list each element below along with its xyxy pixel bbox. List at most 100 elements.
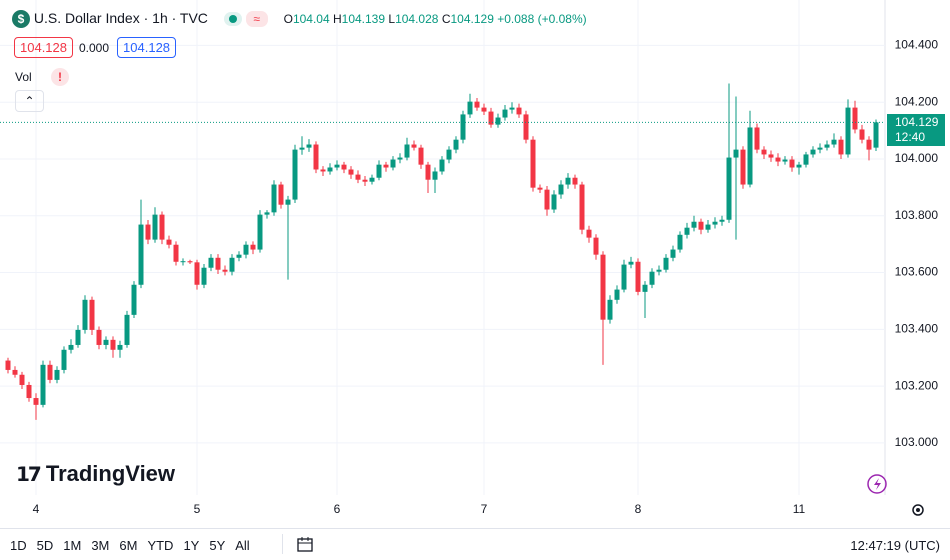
candle-body — [138, 224, 144, 285]
candle-body — [327, 167, 333, 172]
candle-body — [68, 344, 74, 350]
candle-body — [782, 159, 788, 162]
spread: 0.000 — [79, 41, 110, 55]
candle-body — [187, 261, 193, 263]
settings-button[interactable] — [912, 504, 924, 516]
candle-body — [222, 269, 228, 272]
candle-body — [495, 117, 501, 125]
y-tick-label: 104.200 — [895, 94, 939, 108]
lightning-button[interactable] — [867, 474, 887, 494]
candle-body — [677, 234, 683, 250]
range-button[interactable]: 5D — [36, 538, 54, 553]
change-pct: (+0.08%) — [537, 12, 587, 26]
candle-body — [5, 360, 11, 370]
range-buttons: 1D 5D 1M 3M 6M YTD 1Y 5Y All — [0, 538, 250, 553]
logo[interactable]: 𝟭𝟳 TradingView — [16, 461, 176, 486]
candle-body — [54, 369, 60, 380]
candle-body — [320, 169, 326, 172]
candle-body — [418, 147, 424, 165]
candle-body — [460, 114, 466, 140]
range-button[interactable]: YTD — [147, 538, 174, 553]
y-tick-label: 104.400 — [895, 38, 939, 52]
x-tick-label: 5 — [194, 502, 201, 516]
range-button[interactable]: 6M — [119, 538, 138, 553]
candle-body — [131, 284, 137, 315]
candle-body — [341, 164, 347, 170]
candle-body — [712, 221, 718, 225]
goto-date-button[interactable] — [296, 535, 316, 555]
range-button[interactable]: 3M — [91, 538, 110, 553]
candle-body — [446, 149, 452, 160]
candle-body — [775, 157, 781, 162]
market-status[interactable] — [223, 12, 242, 27]
ask[interactable]: 104.128 — [117, 37, 177, 58]
plot: 103.000 103.200 103.400 103.600 103.800 104.0… — [0, 0, 938, 516]
countdown: 12:40 — [895, 130, 926, 144]
candle-body — [180, 261, 186, 263]
last-price: 104.129 — [895, 115, 939, 129]
x-tick-label: 8 — [635, 502, 642, 516]
range-button[interactable]: 1M — [63, 538, 82, 553]
candle-body — [82, 299, 88, 330]
candle-body — [740, 149, 746, 185]
candle-body — [208, 257, 214, 268]
symbol-title[interactable]: U.S. Dollar Index · 1h · TVC — [33, 10, 208, 26]
range-button[interactable]: 5Y — [209, 538, 226, 553]
candle-body — [250, 244, 256, 250]
candle-body — [628, 261, 634, 265]
y-tick-label: 103.400 — [895, 322, 939, 336]
bid[interactable]: 104.128 — [14, 37, 73, 58]
candle-body — [348, 169, 354, 175]
candle-body — [600, 254, 606, 320]
y-tick-label: 103.200 — [895, 378, 939, 392]
ohlc-value: 104.028 — [395, 12, 439, 26]
delay-badge[interactable]: ≈ — [245, 11, 268, 28]
bottom-toolbar: 1D 5D 1M 3M 6M YTD 1Y 5Y All 12:47:19 (UTC) — [0, 528, 950, 560]
candle-body — [61, 349, 67, 370]
volume-warning[interactable]: ! — [51, 68, 70, 86]
candle-body — [761, 149, 767, 155]
candle-body — [663, 257, 669, 270]
candle-body — [572, 177, 578, 185]
candle-body — [369, 177, 375, 182]
ohlc-label: O — [283, 12, 293, 26]
candle-body — [236, 254, 242, 258]
candle-body — [103, 339, 109, 345]
candle-body — [411, 144, 417, 148]
candle-body — [117, 344, 123, 350]
ohlc-label: H — [332, 12, 342, 26]
candle-body — [243, 244, 249, 255]
candle-body — [733, 149, 739, 158]
candle-body — [537, 187, 543, 190]
candle-body — [803, 154, 809, 165]
candle-body — [376, 164, 382, 178]
candle-body — [649, 271, 655, 285]
candle-body — [89, 299, 95, 330]
candle-body — [292, 149, 298, 200]
candle-body — [789, 159, 795, 168]
candle-body — [355, 174, 361, 180]
candle-body — [684, 227, 690, 235]
candle-body — [621, 264, 627, 290]
candle-body — [481, 107, 487, 112]
candle-body — [306, 144, 312, 148]
range-button[interactable]: All — [235, 538, 250, 553]
collapse-button[interactable]: ⌃ — [15, 90, 44, 112]
candle-body — [40, 364, 46, 405]
candle-body — [264, 212, 270, 215]
candle-body — [831, 139, 837, 145]
candle-body — [523, 114, 529, 140]
range-button[interactable]: 1D — [10, 538, 27, 553]
x-tick-label: 7 — [481, 502, 488, 516]
candle-body — [593, 237, 599, 255]
candle-body — [467, 101, 473, 115]
candle-body — [278, 184, 284, 205]
clock[interactable]: 12:47:19 (UTC) — [850, 538, 940, 553]
y-tick-label: 104.000 — [895, 151, 939, 165]
candle-body — [257, 214, 263, 250]
candle-body — [285, 199, 291, 205]
settings-dot — [916, 508, 920, 512]
range-button[interactable]: 1Y — [183, 538, 200, 553]
candle-body — [796, 164, 802, 168]
